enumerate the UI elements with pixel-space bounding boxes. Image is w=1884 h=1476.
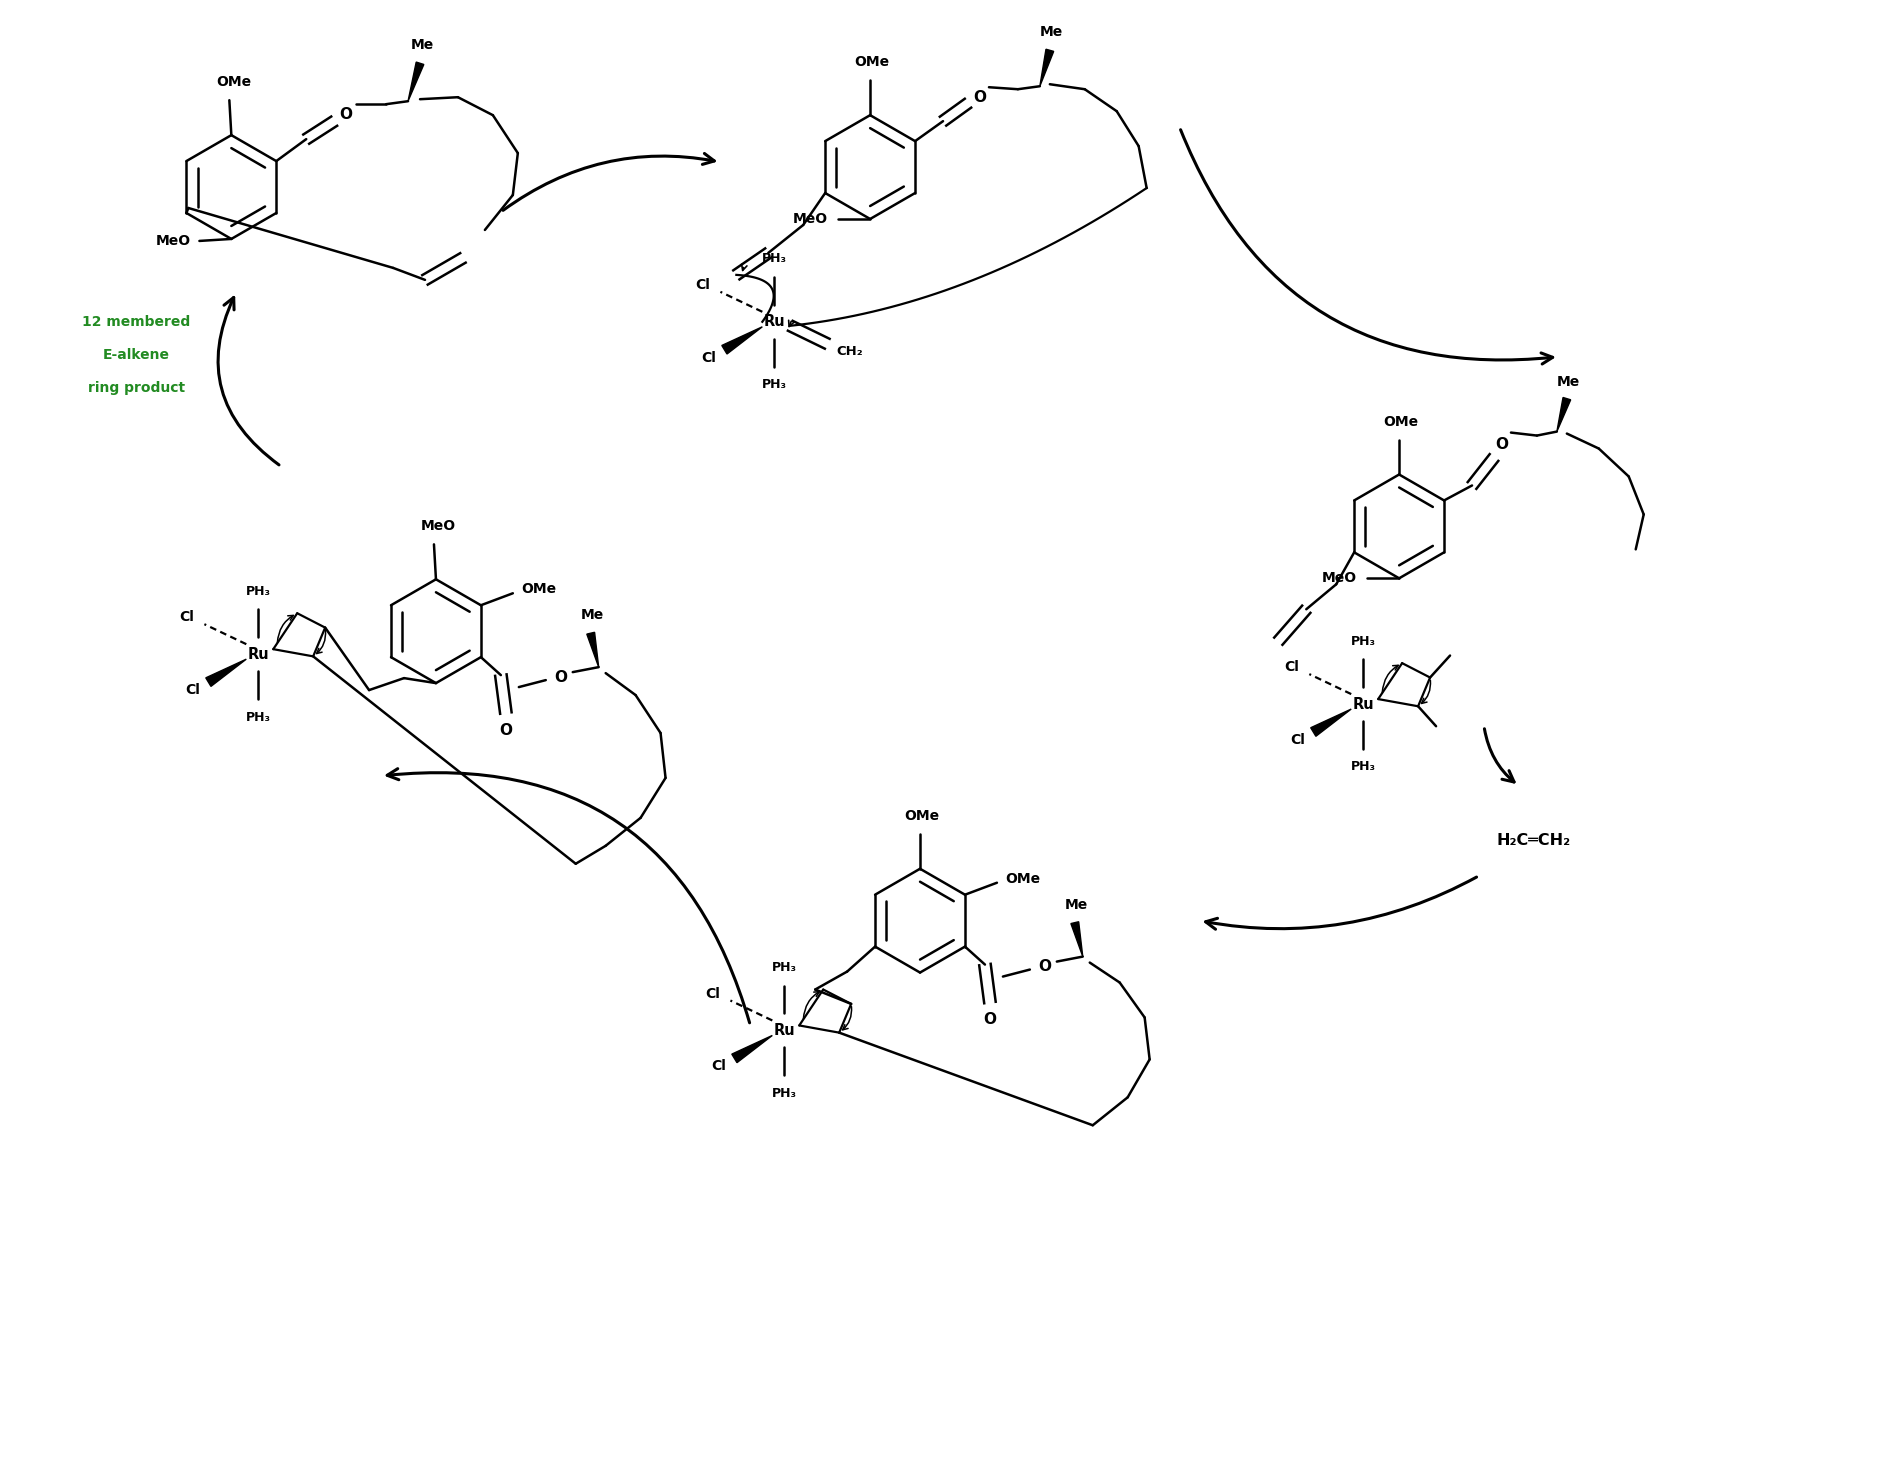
Text: Me: Me [1558, 375, 1581, 388]
Text: Cl: Cl [1283, 660, 1298, 675]
Text: MeO: MeO [1323, 571, 1356, 586]
Text: O: O [554, 670, 567, 685]
Text: Ru: Ru [1353, 697, 1373, 711]
Text: Cl: Cl [179, 610, 194, 624]
Text: OMe: OMe [1383, 415, 1419, 428]
Text: O: O [974, 90, 987, 105]
Text: Me: Me [1064, 897, 1089, 912]
Text: PH₃: PH₃ [245, 584, 271, 598]
Text: PH₃: PH₃ [761, 378, 788, 391]
Text: 12 membered: 12 membered [83, 314, 190, 329]
Text: O: O [983, 1013, 997, 1027]
Text: Cl: Cl [701, 351, 716, 365]
Polygon shape [205, 660, 247, 686]
Text: PH₃: PH₃ [245, 710, 271, 723]
Polygon shape [1556, 397, 1571, 431]
Polygon shape [586, 632, 599, 667]
Polygon shape [1040, 49, 1053, 86]
Text: Cl: Cl [185, 683, 200, 697]
Text: Ru: Ru [247, 646, 269, 661]
Text: OMe: OMe [522, 582, 556, 596]
Text: OMe: OMe [904, 809, 940, 822]
Polygon shape [1070, 921, 1083, 956]
Polygon shape [1311, 708, 1351, 737]
Text: Cl: Cl [710, 1060, 725, 1073]
Text: E-alkene: E-alkene [104, 348, 170, 362]
Text: ring product: ring product [89, 381, 185, 394]
Text: PH₃: PH₃ [772, 961, 797, 974]
Polygon shape [722, 326, 763, 354]
Text: PH₃: PH₃ [772, 1086, 797, 1100]
Text: OMe: OMe [1006, 872, 1040, 886]
Text: PH₃: PH₃ [761, 252, 788, 266]
Polygon shape [409, 62, 424, 102]
Text: O: O [1496, 437, 1509, 452]
Text: H₂C═CH₂: H₂C═CH₂ [1496, 834, 1571, 849]
Polygon shape [731, 1036, 772, 1063]
Text: PH₃: PH₃ [1351, 760, 1375, 773]
Text: O: O [1038, 959, 1051, 974]
Text: Cl: Cl [705, 986, 720, 1001]
Text: Ru: Ru [763, 314, 786, 329]
Text: MeO: MeO [793, 213, 827, 226]
Text: O: O [499, 723, 512, 738]
Text: Ru: Ru [774, 1023, 795, 1038]
Text: OMe: OMe [855, 55, 889, 69]
Text: O: O [339, 106, 352, 121]
Text: OMe: OMe [217, 75, 251, 89]
Text: Me: Me [580, 608, 605, 623]
Text: Me: Me [411, 38, 433, 52]
Text: Cl: Cl [695, 277, 710, 292]
Text: PH₃: PH₃ [1351, 635, 1375, 648]
Text: Me: Me [1040, 25, 1063, 40]
Text: Cl: Cl [1291, 734, 1306, 747]
Text: MeO: MeO [156, 233, 190, 248]
Text: CH₂: CH₂ [836, 345, 863, 359]
Text: MeO: MeO [420, 520, 456, 533]
